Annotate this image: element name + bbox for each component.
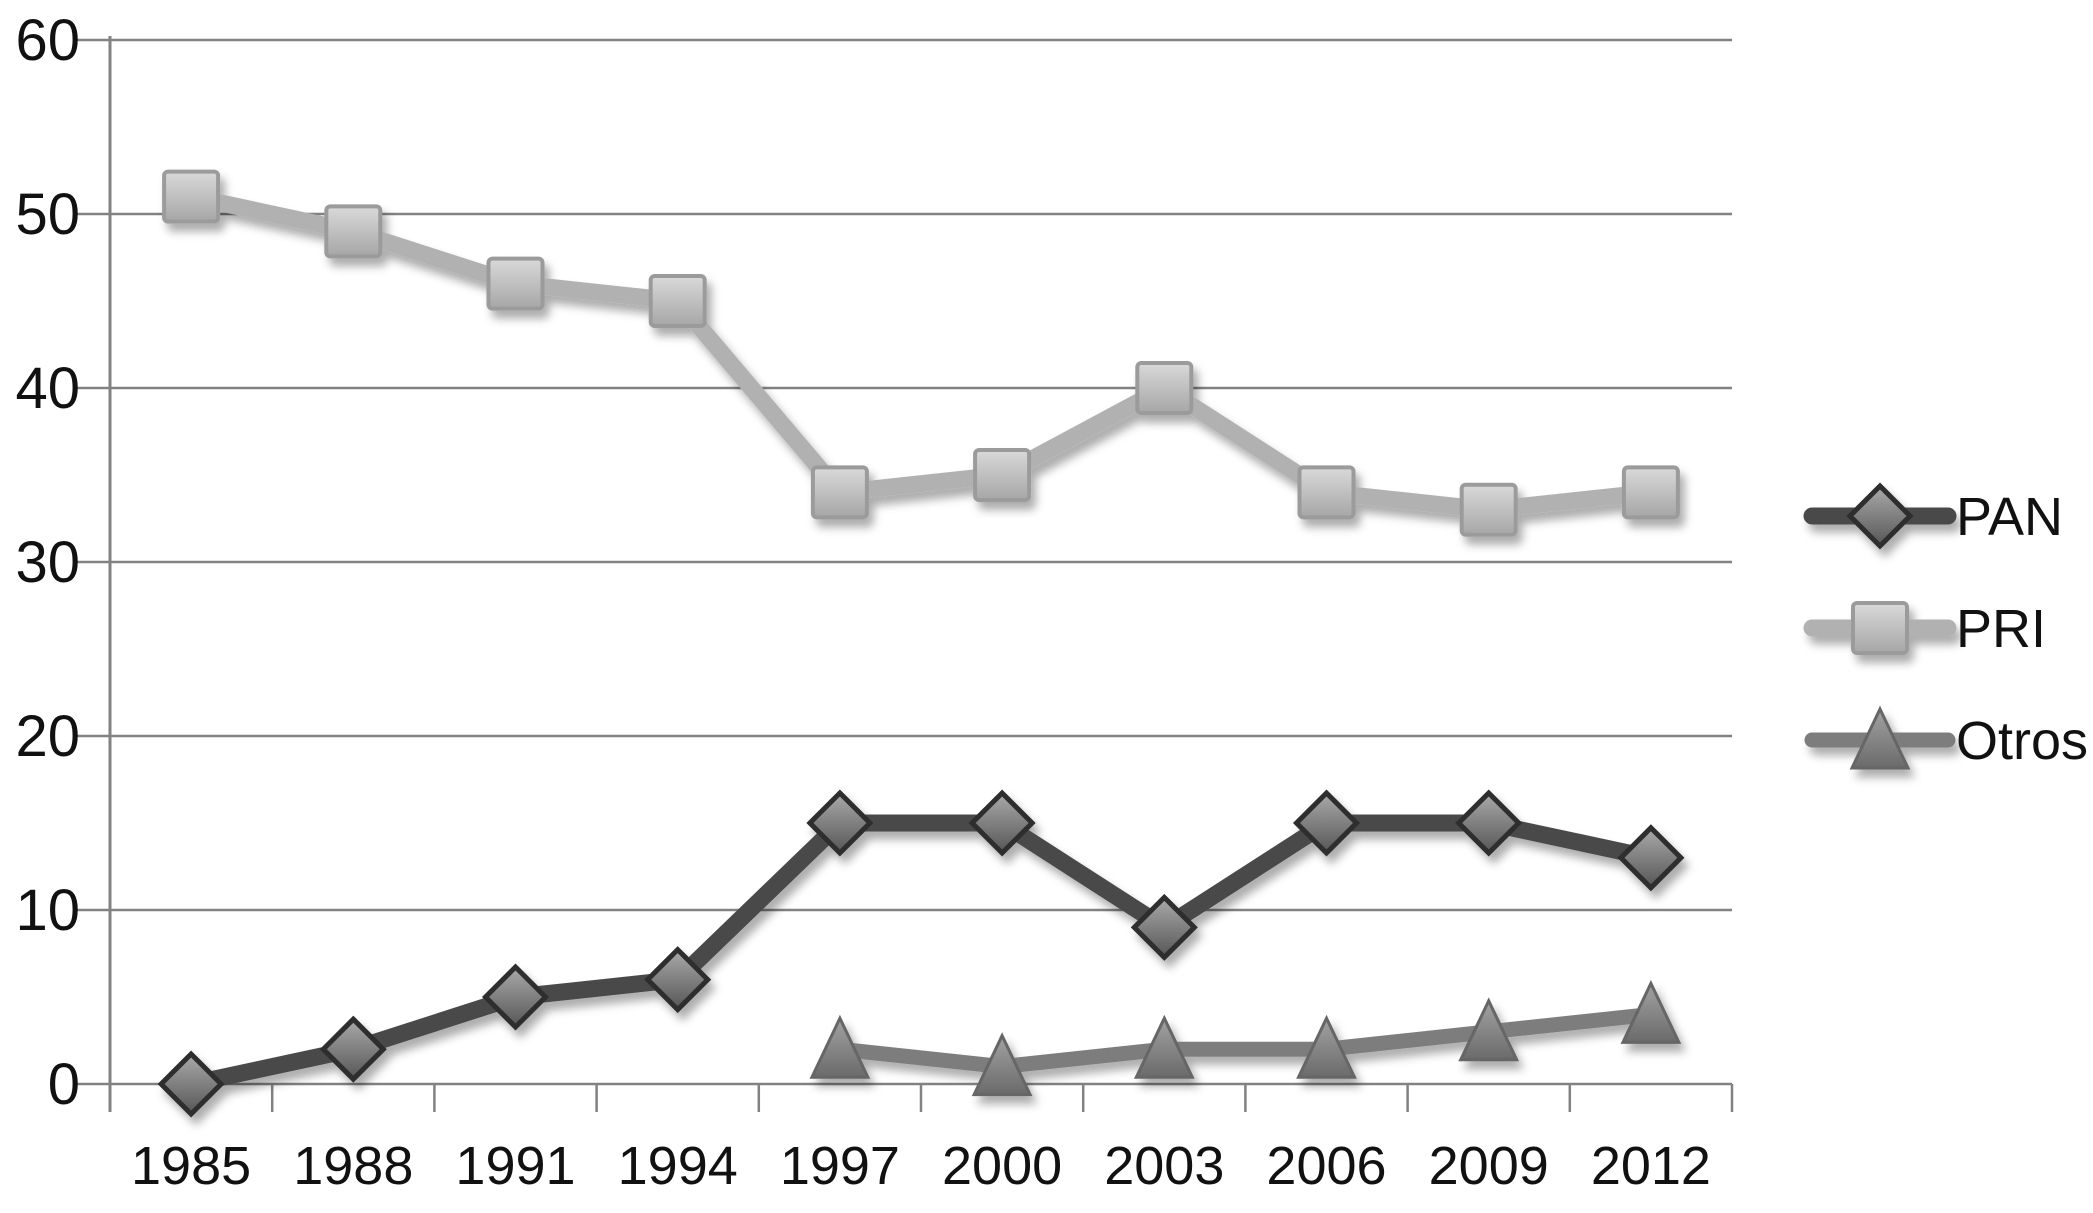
series-pri-marker-1994 bbox=[648, 274, 707, 328]
legend-label-pan: PAN bbox=[1956, 487, 2063, 547]
y-axis-label-10: 10 bbox=[15, 878, 80, 943]
x-axis-label-1988: 1988 bbox=[293, 1136, 413, 1196]
legend-item-pan bbox=[1803, 482, 1957, 550]
series-pan-marker-2006 bbox=[1292, 789, 1361, 857]
series-otros-marker-2009 bbox=[1458, 997, 1520, 1062]
y-axis-label-0: 0 bbox=[48, 1052, 80, 1117]
series-pan-line bbox=[182, 814, 1660, 1093]
legend-marker-pan bbox=[1846, 482, 1914, 550]
x-axis-label-2012: 2012 bbox=[1591, 1136, 1711, 1196]
series-otros-marker-1997 bbox=[809, 1014, 871, 1079]
y-axis-label-50: 50 bbox=[15, 182, 80, 247]
y-axis-label-30: 30 bbox=[15, 530, 80, 595]
series-otros bbox=[809, 979, 1682, 1097]
series-pan-marker-1985 bbox=[157, 1050, 225, 1118]
y-axis-label-20: 20 bbox=[15, 704, 80, 769]
x-axis-label-2000: 2000 bbox=[942, 1136, 1062, 1196]
series-pri-line bbox=[182, 188, 1660, 519]
series-pri-marker-2000 bbox=[973, 448, 1032, 502]
series-pan-marker-1991 bbox=[481, 963, 550, 1031]
series-pan-marker-2009 bbox=[1455, 789, 1523, 857]
series-pan-marker-2003 bbox=[1130, 893, 1198, 961]
legend-label-otros: Otros bbox=[1956, 711, 2088, 771]
series-pan-marker-1997 bbox=[806, 789, 874, 857]
series-pri-marker-1985 bbox=[162, 169, 221, 224]
series-otros-marker-2003 bbox=[1133, 1014, 1195, 1079]
x-axis-label-1991: 1991 bbox=[455, 1136, 575, 1196]
series-pan-marker-2000 bbox=[968, 789, 1036, 857]
series-pri-marker-2009 bbox=[1459, 482, 1518, 537]
legend-label-pri: PRI bbox=[1956, 599, 2046, 659]
series-pri-marker-2006 bbox=[1297, 465, 1356, 520]
legend-marker-pri bbox=[1851, 601, 1909, 655]
series-otros-marker-2000 bbox=[971, 1032, 1033, 1097]
series-otros-line bbox=[832, 1006, 1659, 1075]
x-axis-label-1997: 1997 bbox=[780, 1136, 900, 1196]
legend-marker-otros bbox=[1849, 705, 1911, 770]
x-axis-label-1994: 1994 bbox=[618, 1136, 738, 1196]
series-pri-marker-2012 bbox=[1621, 465, 1680, 520]
series-pri-marker-1991 bbox=[486, 256, 545, 311]
series-pri-marker-2003 bbox=[1135, 361, 1194, 415]
legend-item-otros bbox=[1804, 705, 1956, 770]
x-axis-label-1985: 1985 bbox=[131, 1136, 251, 1196]
series-pri-marker-1988 bbox=[324, 204, 383, 259]
x-axis-label-2006: 2006 bbox=[1266, 1136, 1386, 1196]
x-axis-label-2009: 2009 bbox=[1429, 1136, 1549, 1196]
series-otros-marker-2006 bbox=[1296, 1014, 1357, 1079]
series-pan-marker-2012 bbox=[1617, 824, 1685, 892]
x-axis-label-2003: 2003 bbox=[1104, 1136, 1224, 1196]
series-pan bbox=[157, 789, 1685, 1118]
series-pan-marker-1994 bbox=[644, 946, 712, 1014]
y-axis-label-60: 60 bbox=[15, 8, 80, 73]
legend-item-pri bbox=[1803, 601, 1957, 655]
series-pri-marker-1997 bbox=[810, 465, 869, 520]
y-axis-label-40: 40 bbox=[15, 356, 80, 421]
series-otros-marker-2012 bbox=[1620, 979, 1682, 1044]
series-pri bbox=[162, 169, 1680, 537]
series-pan-marker-1988 bbox=[319, 1015, 387, 1083]
